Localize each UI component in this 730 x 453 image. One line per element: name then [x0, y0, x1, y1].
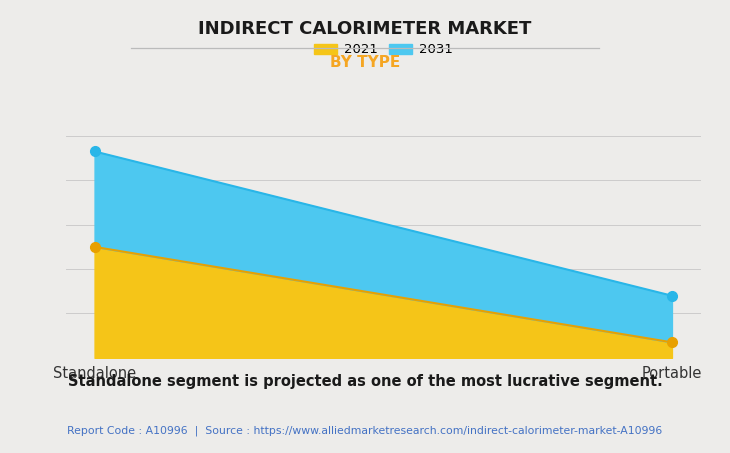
Text: Report Code : A10996  |  Source : https://www.alliedmarketresearch.com/indirect-: Report Code : A10996 | Source : https://…	[67, 426, 663, 436]
Text: INDIRECT CALORIMETER MARKET: INDIRECT CALORIMETER MARKET	[199, 20, 531, 39]
Text: BY TYPE: BY TYPE	[330, 55, 400, 70]
Text: Standalone segment is projected as one of the most lucrative segment.: Standalone segment is projected as one o…	[68, 374, 662, 389]
Legend: 2021, 2031: 2021, 2031	[309, 38, 458, 62]
